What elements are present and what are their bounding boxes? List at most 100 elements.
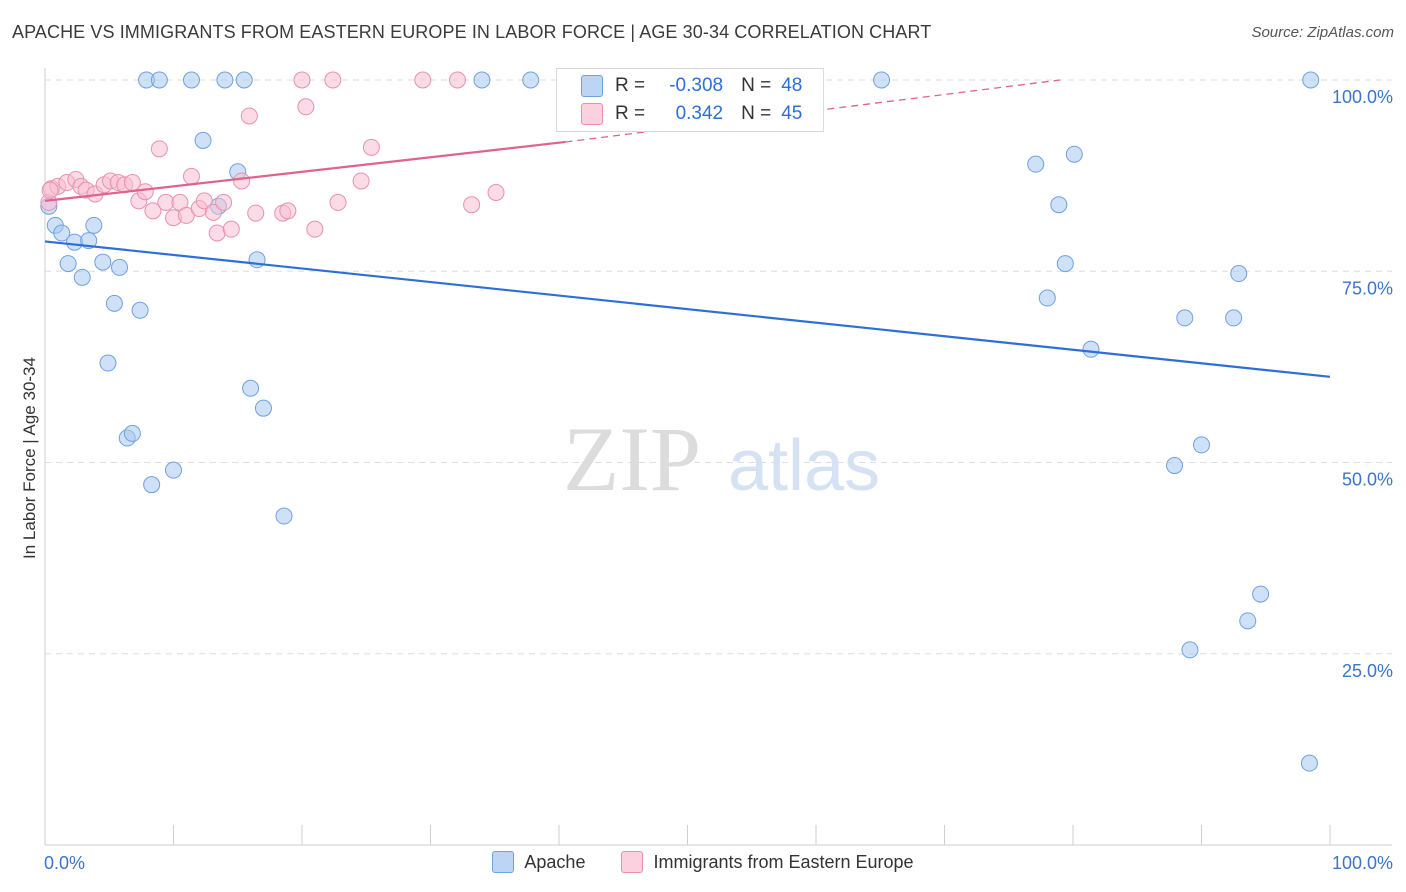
gridlines — [45, 79, 1392, 655]
apache-r-value: -0.308 — [669, 75, 724, 96]
immigrants-point — [144, 202, 162, 220]
watermark-zip: ZIP — [563, 408, 701, 510]
axes — [44, 68, 1392, 846]
apache-point — [1050, 196, 1068, 214]
apache-point — [66, 233, 84, 251]
immigrants-point — [222, 220, 240, 238]
immigrants-r-label: R = — [615, 103, 646, 124]
apache-point — [473, 71, 491, 89]
immigrants-point — [362, 138, 380, 156]
apache-swatch — [581, 75, 603, 97]
apache-n-value: 48 — [781, 75, 803, 96]
legend: Apache Immigrants from Eastern Europe — [0, 851, 1406, 873]
immigrants-point — [150, 140, 168, 158]
apache-point — [94, 253, 112, 271]
immigrants-point — [41, 181, 59, 199]
legend-item-apache[interactable]: Apache — [492, 851, 585, 873]
immigrants-point — [448, 71, 466, 89]
legend-item-immigrants[interactable]: Immigrants from Eastern Europe — [621, 851, 914, 873]
y-tick-labels: 25.0% 50.0% 75.0% 100.0% — [1332, 87, 1393, 681]
apache-point — [1166, 457, 1184, 475]
apache-point — [53, 224, 71, 242]
source-label: Source: ZipAtlas.com — [1251, 24, 1394, 41]
immigrants-point — [208, 224, 226, 242]
apache-point — [165, 461, 182, 479]
stats-box: R = -0.308 N = 48 R = 0.342 N = 45 — [556, 68, 824, 132]
immigrants-point — [136, 183, 154, 201]
immigrants-point — [157, 193, 175, 211]
data-points — [40, 71, 1320, 772]
immigrants-point — [329, 193, 347, 211]
immigrants-trend-line — [44, 140, 566, 202]
trend-lines — [44, 79, 1331, 378]
apache-point — [873, 71, 891, 89]
immigrants-n-label: N = — [741, 103, 772, 124]
immigrants-n-value: 45 — [781, 103, 803, 124]
apache-point — [1225, 309, 1243, 327]
apache-point — [275, 507, 293, 525]
watermark-atlas: atlas — [728, 426, 880, 506]
apache-point — [254, 399, 272, 417]
apache-point — [1252, 585, 1270, 603]
x-tick-labels: 0.0% 100.0% — [44, 853, 1393, 873]
immigrants-point — [293, 71, 311, 89]
legend-apache-label: Apache — [524, 851, 586, 872]
immigrants-point — [297, 98, 315, 116]
y-tick-label: 25.0% — [1342, 661, 1393, 681]
immigrants-point — [233, 172, 251, 190]
apache-point — [150, 71, 168, 89]
apache-point — [1230, 265, 1248, 283]
apache-point — [1239, 612, 1257, 630]
apache-point — [111, 258, 129, 276]
y-tick-label: 75.0% — [1342, 278, 1393, 298]
x-tick-label: 100.0% — [1332, 853, 1393, 873]
apache-point — [1302, 71, 1320, 89]
apache-point — [1027, 155, 1045, 173]
legend-immigrants-label: Immigrants from Eastern Europe — [653, 851, 914, 872]
immigrants-point — [306, 220, 324, 238]
immigrants-point — [324, 71, 342, 89]
apache-point — [182, 71, 200, 89]
stats-row-apache: R = -0.308 N = 48 — [581, 72, 802, 100]
apache-n-label: N = — [741, 75, 772, 96]
legend-apache-swatch — [492, 851, 515, 873]
apache-point — [1300, 754, 1318, 772]
immigrants-point — [487, 183, 505, 201]
apache-point — [1181, 641, 1199, 659]
apache-point — [522, 71, 540, 89]
immigrants-point — [247, 204, 265, 222]
apache-point — [59, 255, 77, 273]
apache-point — [1082, 340, 1100, 358]
x-tick-label: 0.0% — [44, 853, 85, 873]
apache-point — [99, 354, 117, 372]
immigrants-point — [279, 202, 297, 220]
immigrants-point — [182, 167, 200, 185]
immigrants-point — [204, 203, 222, 221]
apache-point — [1038, 289, 1056, 307]
apache-trend-line — [44, 240, 1331, 378]
stats-row-immigrants: R = 0.342 N = 45 — [581, 100, 802, 128]
apache-point — [131, 301, 149, 319]
legend-immigrants-swatch — [621, 851, 644, 873]
immigrants-point — [352, 172, 370, 190]
y-tick-label: 50.0% — [1342, 470, 1393, 490]
chart-title: APACHE VS IMMIGRANTS FROM EASTERN EUROPE… — [12, 22, 932, 42]
immigrants-point — [195, 192, 213, 210]
series-immigrants-points — [40, 71, 505, 242]
immigrants-swatch — [581, 103, 603, 125]
apache-point — [73, 268, 91, 286]
apache-point — [194, 131, 212, 149]
y-tick-label: 100.0% — [1332, 87, 1393, 107]
apache-point — [216, 71, 234, 89]
immigrants-point — [240, 107, 258, 125]
apache-point — [1176, 309, 1194, 327]
immigrants-point — [463, 196, 481, 214]
apache-point — [242, 379, 260, 397]
apache-point — [235, 71, 253, 89]
apache-point — [85, 216, 103, 234]
apache-point — [143, 476, 161, 494]
immigrants-r-value: 0.342 — [675, 103, 724, 124]
apache-point — [105, 294, 123, 312]
apache-point — [123, 424, 141, 442]
